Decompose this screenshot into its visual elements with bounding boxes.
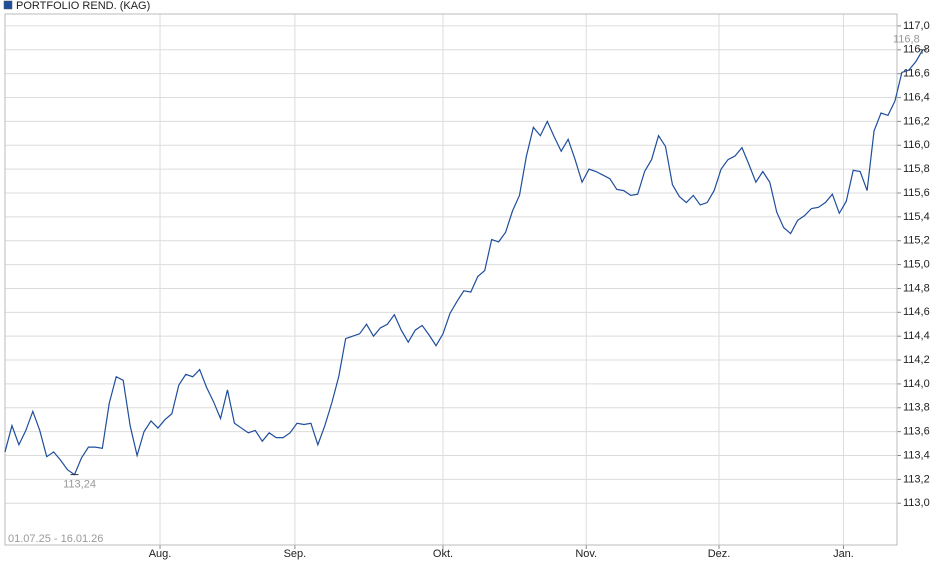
y-tick-label: 116,6 [903, 68, 930, 80]
y-tick-label: 115,6 [903, 187, 930, 199]
y-tick-label: 116,0 [903, 139, 930, 151]
x-tick-label: Aug. [149, 548, 172, 560]
y-tick-label: 115,4 [903, 211, 930, 223]
x-tick-label: Dez. [708, 548, 731, 560]
x-tick-label: Okt. [433, 548, 453, 560]
plot-frame [4, 13, 898, 546]
y-tick-label: 114,6 [903, 306, 930, 318]
y-tick-label: 113,0 [903, 497, 930, 509]
y-tick-label: 113,8 [903, 402, 930, 414]
annotation-label: 113,24 [63, 479, 96, 491]
x-tick-label: Nov. [575, 548, 597, 560]
y-tick-label: 115,0 [903, 258, 930, 270]
y-tick-label: 113,2 [903, 473, 930, 485]
y-tick-label: 114,8 [903, 282, 930, 294]
date-range: 01.07.25 - 16.01.26 [8, 533, 103, 545]
y-tick-label: 114,0 [903, 378, 930, 390]
x-tick-label: Jan. [833, 548, 854, 560]
y-tick-label: 113,4 [903, 449, 930, 461]
legend-swatch [3, 0, 13, 10]
data-line [4, 49, 924, 476]
y-tick-label: 114,2 [903, 354, 930, 366]
y-tick-label: 116,4 [903, 91, 930, 103]
annotation-label: 116,8 [893, 34, 920, 46]
y-tick-label: 116,2 [903, 115, 930, 127]
y-tick-label: 116,8 [903, 44, 930, 56]
y-tick-label: 117,0 [903, 20, 930, 32]
legend-label: PORTFOLIO REND. (KAG) [16, 0, 150, 12]
x-tick-label: Sep. [284, 548, 307, 560]
y-tick-label: 115,2 [903, 235, 930, 247]
y-tick-label: 114,4 [903, 330, 930, 342]
y-tick-label: 113,6 [903, 426, 930, 438]
y-tick-label: 115,8 [903, 163, 930, 175]
